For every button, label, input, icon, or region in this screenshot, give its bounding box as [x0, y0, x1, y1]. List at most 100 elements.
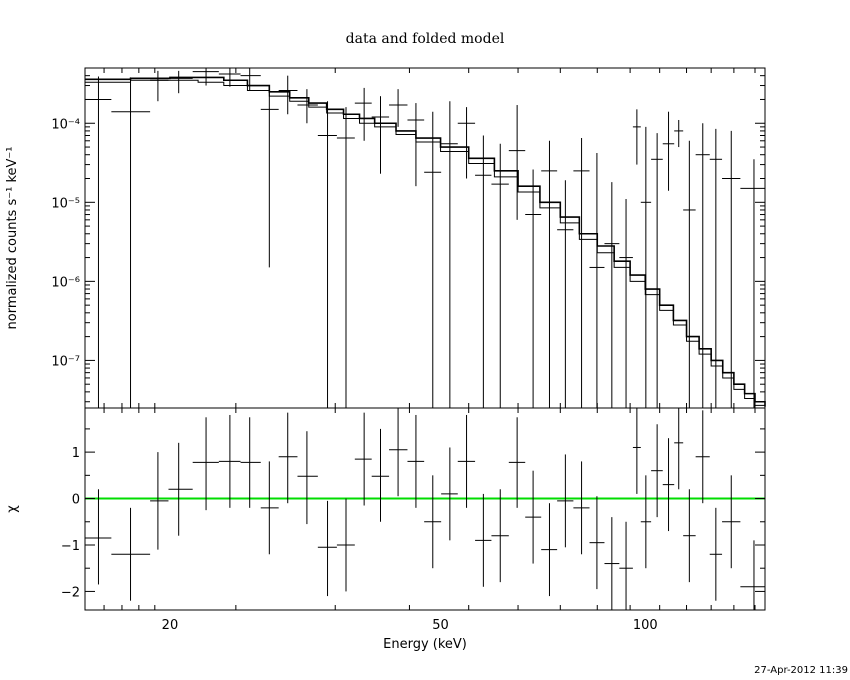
residual-data-point — [695, 410, 710, 504]
residual-data-point — [475, 493, 492, 587]
y-tick-label: −1 — [61, 539, 80, 554]
spectrum-data-point — [371, 96, 390, 174]
spectrum-data-point — [640, 126, 652, 408]
spectrum-data-point — [441, 101, 458, 408]
spectrum-data-point — [168, 70, 193, 94]
spectrum-data-point — [651, 133, 663, 408]
residual-data-point — [491, 489, 509, 583]
spectrum-data-point — [589, 153, 605, 408]
residual-data-point — [589, 496, 605, 590]
residual-y-axis-label: χ — [5, 505, 20, 513]
residual-data-point — [278, 412, 298, 504]
residual-data-point — [168, 442, 193, 536]
spectrum-plot-content — [85, 68, 766, 408]
residual-data-point — [389, 408, 408, 497]
residual-data-point — [111, 507, 151, 601]
spectrum-data-point — [709, 128, 723, 408]
residual-data-point — [317, 500, 337, 597]
residual-data-point — [192, 417, 219, 511]
residual-data-point — [218, 414, 241, 508]
spectrum-data-point — [218, 68, 241, 87]
residual-data-point — [740, 540, 765, 610]
residual-data-point — [662, 438, 675, 532]
spectrum-data-point — [457, 107, 476, 179]
y-tick-label: 10⁻⁷ — [51, 354, 80, 369]
y-tick-label: 1 — [72, 446, 80, 461]
residual-data-point — [632, 408, 641, 494]
spectrum-data-point — [508, 105, 526, 220]
residual-data-point — [508, 417, 526, 508]
spectrum-data-point — [424, 111, 442, 408]
residual-data-point — [651, 424, 663, 518]
spectrum-data-point — [683, 140, 696, 408]
residual-data-point — [683, 489, 696, 583]
spectrum-panel: 10⁻⁴ 10⁻⁵ 10⁻⁶ 10⁻⁷ normalized counts s⁻¹ k… — [5, 67, 766, 409]
spectrum-data-point — [491, 143, 509, 408]
residual-data-point — [619, 521, 633, 610]
residual-data-point — [354, 412, 372, 506]
y-tick-label: 0 — [72, 493, 80, 508]
residual-data-point — [541, 503, 558, 597]
residual-data-point — [573, 461, 590, 555]
y-tick-label: −2 — [61, 585, 80, 600]
residual-data-point — [674, 408, 684, 490]
residual-data-point — [85, 489, 112, 585]
residual-plot-content — [85, 408, 765, 610]
residual-panel: 1 0 −1 −2 20 50 100 χ Energy (keV) — [5, 407, 766, 652]
residual-data-point — [709, 507, 723, 601]
spectrum-data-point — [260, 89, 279, 268]
spectrum-data-point — [389, 89, 408, 127]
y-tick-label: 10⁻⁶ — [51, 275, 80, 290]
residual-axis-ticks — [84, 408, 765, 610]
spectrum-y-axis-label: normalized counts s⁻¹ keV⁻¹ — [5, 147, 20, 330]
spectrum-data-point — [557, 180, 574, 408]
spectrum-data-point — [674, 119, 684, 148]
model-curve-2 — [85, 79, 766, 408]
spectrum-data-point — [604, 182, 620, 408]
residual-data-point — [336, 498, 355, 592]
spectrum-data-point — [407, 103, 425, 187]
timestamp: 27-Apr-2012 11:39 — [754, 665, 848, 676]
spectrum-data-point — [240, 68, 261, 91]
spectrum-data-point — [354, 87, 372, 141]
residual-data-point — [371, 428, 390, 522]
spectrum-data-point — [740, 159, 765, 408]
residual-data-point — [150, 452, 169, 550]
x-tick-label: 100 — [633, 618, 658, 633]
spectrum-data-point — [662, 111, 675, 191]
y-tick-label: 10⁻⁵ — [51, 196, 80, 211]
residual-data-point — [297, 431, 318, 525]
residual-data-point — [604, 517, 620, 610]
spectrum-data-point — [317, 101, 337, 408]
spectrum-data-point — [525, 169, 542, 408]
residual-data-point — [640, 475, 652, 569]
spectrum-data-point — [297, 89, 318, 124]
y-tick-label: 10⁻⁴ — [51, 117, 80, 132]
residual-data-point — [424, 475, 442, 569]
residual-data-point — [457, 414, 476, 508]
spectrum-data-point — [278, 75, 298, 115]
spectrum-data-point — [336, 107, 355, 408]
spectrum-data-point — [475, 135, 492, 408]
energy-x-axis-label: Energy (keV) — [383, 637, 467, 652]
residual-panel-frame — [84, 407, 766, 611]
x-tick-label: 20 — [162, 618, 179, 633]
residual-data-point — [240, 417, 261, 508]
spectrum-axis-ticks — [84, 67, 765, 408]
residual-data-point — [260, 461, 279, 555]
spectrum-data-point — [695, 123, 710, 408]
residual-data-point — [407, 414, 425, 508]
energy-x-tick-labels: 20 50 100 — [162, 618, 658, 633]
spectrum-data-point — [111, 77, 151, 408]
residual-data-point — [557, 454, 574, 548]
spectrum-data-point — [632, 109, 641, 165]
spectrum-y-tick-labels: 10⁻⁴ 10⁻⁵ 10⁻⁶ 10⁻⁷ — [51, 117, 80, 369]
residual-data-point — [722, 475, 741, 569]
residual-y-tick-labels: 1 0 −1 −2 — [61, 446, 80, 600]
residual-data-point — [525, 470, 542, 564]
spectrum-data-point — [722, 130, 741, 408]
spectrum-data-point — [573, 138, 590, 408]
spectrum-data-point — [541, 140, 558, 408]
